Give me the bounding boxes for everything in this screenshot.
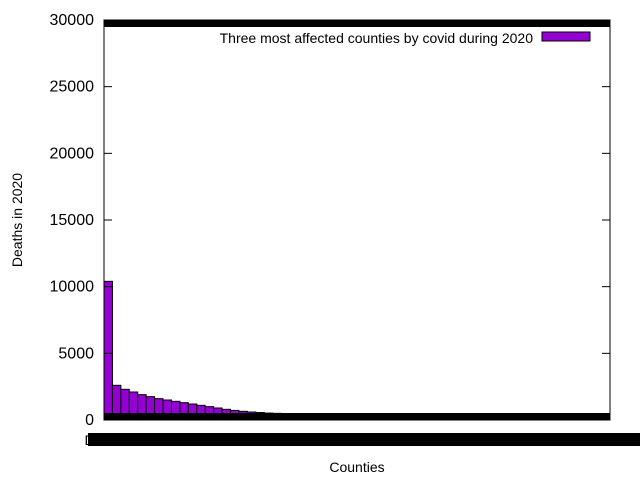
- x-tick-marks: [88, 20, 640, 446]
- y-tick-label-4: 20000: [50, 145, 95, 162]
- plot-frame: [103, 19, 611, 421]
- y-axis-label: Deaths in 2020: [9, 173, 25, 267]
- y-tick-label-1: 5000: [58, 345, 94, 362]
- x-tick-label-band: [88, 433, 640, 446]
- x-axis-label: Counties: [329, 459, 384, 475]
- y-tick-label-6: 30000: [50, 12, 95, 29]
- y-tick-label-2: 10000: [50, 279, 95, 296]
- legend-label: Three most affected counties by covid du…: [220, 30, 534, 46]
- y-tick-label-3: 15000: [50, 212, 95, 229]
- bars-group: [103, 280, 611, 421]
- x-tick-band-bottom: [104, 413, 610, 420]
- legend-swatch: [541, 31, 591, 42]
- x-tick-band-top: [104, 20, 610, 27]
- y-tick-label-0: 0: [85, 412, 94, 429]
- bar-0: [103, 280, 113, 421]
- legend: Three most affected counties by covid du…: [220, 30, 591, 46]
- y-tick-label-5: 25000: [50, 79, 95, 96]
- y-axis-ticks: 0 5000 10000 15000 20000 25000 30000: [50, 12, 610, 429]
- first-category-label: DE: [85, 432, 104, 448]
